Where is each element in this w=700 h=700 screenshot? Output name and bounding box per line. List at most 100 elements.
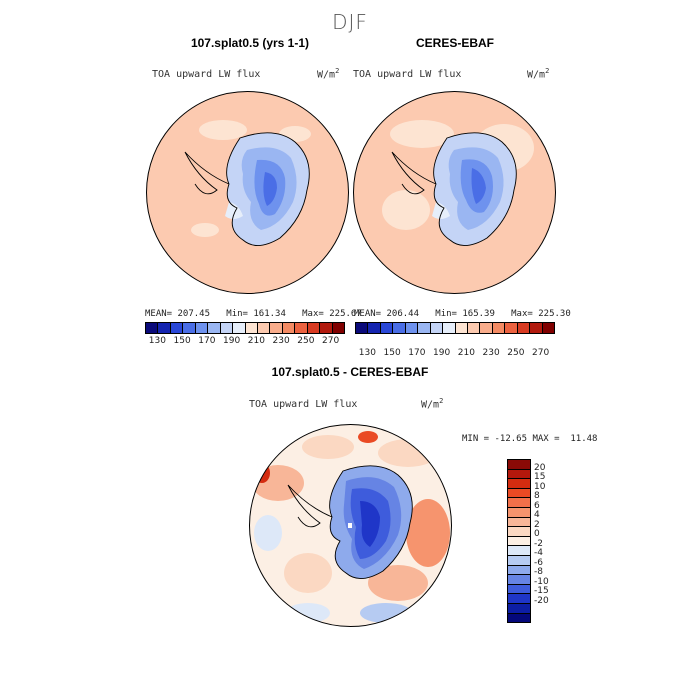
colorbar-swatch-model-6 (220, 323, 234, 333)
colorbar-diff-swatch-2 (508, 479, 530, 489)
colorbar-diff-swatch-14 (508, 594, 530, 604)
colorbar-diff-swatch-13 (508, 584, 530, 595)
colorbar-swatch-obs-15 (542, 323, 554, 333)
diff-title: 107.splat0.5 - CERES-EBAF (271, 365, 429, 379)
colorbar-diff-swatch-8 (508, 536, 530, 547)
colorbar-swatch-obs-6 (430, 323, 444, 333)
colorbar-diff-swatch-12 (508, 575, 530, 585)
colorbar-abs-obs (355, 322, 555, 334)
colorbar-diff-tick-label: 2 (534, 519, 540, 530)
colorbar-diff-swatch-4 (508, 498, 530, 508)
colorbar-tick-label: 270 (322, 336, 340, 346)
colorbar-diff-swatch-6 (508, 517, 530, 528)
polar-map-obs (353, 91, 556, 294)
colorbar-tick-label: 150 (383, 348, 401, 358)
diff-minmax: MIN = -12.65 MAX = 11.48 (462, 434, 598, 444)
polar-map-diff (249, 424, 452, 627)
colorbar-diff-swatch-16 (508, 613, 530, 623)
panel-title-obs: CERES-EBAF (415, 36, 494, 50)
colorbar-tick-label: 130 (148, 336, 166, 346)
colorbar-diff-tick-label: -2 (534, 538, 543, 549)
colorbar-swatch-obs-5 (418, 323, 431, 333)
colorbar-swatch-obs-1 (368, 323, 381, 333)
panel-variable-obs: TOA upward LW flux (353, 69, 462, 80)
colorbar-tick-label: 270 (532, 348, 550, 358)
ocean-cool-patch (199, 120, 247, 140)
colorbar-diff-tick-label: -6 (534, 557, 543, 568)
panel-variable-model: TOA upward LW flux (152, 69, 261, 80)
colorbar-swatch-obs-13 (517, 323, 531, 333)
diff-variable: TOA upward LW flux (249, 399, 358, 410)
colorbar-diff-tick-label: -15 (534, 586, 549, 597)
coastline (184, 132, 310, 246)
colorbar-swatch-model-12 (295, 323, 308, 333)
colorbar-diff-tick-label: -20 (534, 595, 549, 606)
colorbar-tick-label: 230 (272, 336, 290, 346)
colorbar-diff-swatch-5 (508, 507, 530, 518)
panel-unit-obs: W/m2 (527, 67, 550, 81)
colorbar-tick-label: 150 (173, 336, 191, 346)
colorbar-diff-tick-label: 0 (534, 529, 540, 540)
colorbar-swatch-model-0 (146, 323, 159, 333)
colorbar-swatch-model-8 (245, 323, 258, 333)
colorbar-swatch-obs-4 (405, 323, 419, 333)
colorbar-diff-tick-label: -8 (534, 567, 543, 578)
colorbar-swatch-obs-14 (530, 323, 543, 333)
colorbar-swatch-obs-12 (505, 323, 518, 333)
colorbar-swatch-obs-8 (455, 323, 468, 333)
colorbar-swatch-model-5 (208, 323, 221, 333)
colorbar-diff-swatch-10 (508, 555, 530, 566)
colorbar-diff-tick-label: 6 (534, 500, 540, 511)
colorbar-diff-swatch-7 (508, 527, 530, 537)
colorbar-swatch-model-15 (332, 323, 344, 333)
colorbar-swatch-obs-10 (480, 323, 493, 333)
colorbar-diff-swatch-1 (508, 469, 530, 480)
colorbar-tick-label: 250 (507, 348, 525, 358)
panel-stats-model: MEAN= 207.45 Min= 161.34 Max= 225.67 (145, 309, 362, 319)
colorbar-swatch-obs-11 (492, 323, 506, 333)
colorbar-swatch-obs-0 (356, 323, 369, 333)
colorbar-diff-swatch-15 (508, 603, 530, 614)
colorbar-tick-label: 210 (247, 336, 265, 346)
colorbar-tick-label: 170 (198, 336, 216, 346)
colorbar-swatch-obs-9 (467, 323, 481, 333)
colorbar-ticks-obs: 130 150 170 190 210 230 250 270 (355, 348, 553, 360)
colorbar-swatch-model-13 (307, 323, 321, 333)
season-title: DJF (332, 10, 368, 34)
panel-title-model: 107.splat0.5 (yrs 1-1) (190, 36, 310, 50)
colorbar-tick-label: 190 (433, 348, 451, 358)
colorbar-swatch-model-7 (233, 323, 246, 333)
panel-stats-obs: MEAN= 206.44 Min= 165.39 Max= 225.30 (354, 309, 571, 319)
diff-unit: W/m2 (421, 397, 444, 411)
colorbar-swatch-model-11 (282, 323, 296, 333)
colorbar-swatch-model-2 (170, 323, 184, 333)
polar-map-model (146, 91, 349, 294)
colorbar-swatch-model-1 (158, 323, 171, 333)
colorbar-diff-tick-label: 8 (534, 491, 540, 502)
colorbar-abs-model (145, 322, 345, 334)
colorbar-swatch-model-3 (183, 323, 196, 333)
colorbar-diff-swatch-3 (508, 488, 530, 499)
colorbar-diff (507, 459, 531, 623)
colorbar-diff-ticks: 20 15 10 8 6 4 2 0 -2 -4 -6 -8 -10 -15 -20 (534, 459, 574, 621)
colorbar-swatch-model-14 (320, 323, 333, 333)
colorbar-diff-swatch-0 (508, 460, 530, 470)
colorbar-tick-label: 170 (408, 348, 426, 358)
colorbar-swatch-model-9 (257, 323, 271, 333)
colorbar-tick-label: 130 (358, 348, 376, 358)
colorbar-swatch-obs-2 (380, 323, 394, 333)
colorbar-tick-label: 210 (457, 348, 475, 358)
panel-unit-model: W/m2 (317, 67, 340, 81)
colorbar-tick-label: 190 (223, 336, 241, 346)
colorbar-diff-tick-label: 4 (534, 510, 540, 521)
colorbar-diff-tick-label: 10 (534, 481, 546, 492)
colorbar-swatch-model-4 (195, 323, 209, 333)
colorbar-swatch-obs-3 (393, 323, 406, 333)
colorbar-swatch-obs-7 (443, 323, 456, 333)
colorbar-tick-label: 230 (482, 348, 500, 358)
colorbar-diff-swatch-9 (508, 546, 530, 556)
colorbar-diff-tick-label: -10 (534, 576, 549, 587)
colorbar-diff-tick-label: 15 (534, 472, 546, 483)
colorbar-ticks-model: 130 150 170 190 210 230 250 270 (145, 336, 343, 348)
colorbar-diff-tick-label: 20 (534, 462, 546, 473)
